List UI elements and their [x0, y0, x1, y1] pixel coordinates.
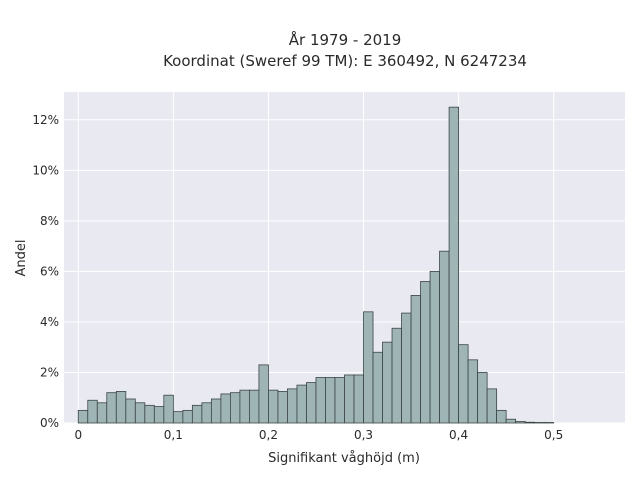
histogram-bar — [87, 399, 98, 424]
chart-title-line-2: Koordinat (Sweref 99 TM): E 360492, N 62… — [163, 52, 527, 70]
histogram-bar — [315, 377, 326, 424]
y-tick-label: 2% — [40, 365, 59, 379]
y-tick-label: 0% — [40, 416, 59, 430]
histogram-bar — [477, 372, 488, 424]
histogram-bar — [486, 388, 498, 424]
histogram-bar — [287, 388, 298, 424]
histogram-bar — [125, 398, 136, 424]
histogram-bar — [325, 377, 336, 424]
histogram-bar — [515, 421, 526, 424]
histogram-bar — [134, 402, 146, 424]
histogram-bar — [182, 409, 193, 424]
histogram-bar — [191, 404, 203, 424]
histogram-bar — [277, 391, 288, 424]
x-axis-label: Signifikant våghöjd (m) — [268, 451, 420, 466]
histogram-bar — [410, 295, 421, 424]
histogram-bar — [163, 394, 174, 424]
histogram-bar — [420, 281, 431, 424]
histogram-bar — [229, 392, 241, 424]
histogram-bar — [334, 377, 345, 424]
histogram-bar — [534, 422, 545, 424]
plot-area — [64, 92, 625, 423]
x-tick-label: 0 — [74, 428, 82, 442]
histogram-bar — [220, 393, 231, 424]
histogram-bar — [363, 311, 374, 424]
histogram-bar — [439, 250, 450, 424]
histogram-bar — [391, 327, 402, 424]
histogram-bar — [401, 312, 412, 424]
histogram-bars — [77, 106, 555, 424]
histogram-bar — [210, 398, 222, 424]
histogram-bar — [496, 409, 507, 424]
y-axis-ticks: 0% 2% 4% 6% 8% 10% 12% — [32, 113, 59, 430]
histogram-bar — [543, 422, 555, 424]
x-tick-label: 0,2 — [259, 428, 278, 442]
histogram-bar — [96, 402, 108, 424]
histogram-bar — [344, 374, 355, 424]
histogram-bar — [353, 374, 364, 424]
x-tick-label: 0,1 — [164, 428, 183, 442]
histogram-bar — [458, 344, 469, 424]
histogram-bar — [115, 391, 127, 424]
histogram-bar — [153, 406, 165, 424]
histogram-bar — [258, 364, 269, 424]
histogram-bar — [144, 404, 155, 424]
x-tick-label: 0,3 — [354, 428, 373, 442]
y-tick-label: 10% — [32, 163, 59, 177]
y-tick-label: 4% — [40, 315, 59, 329]
y-tick-label: 12% — [32, 113, 59, 127]
histogram-bar — [467, 359, 479, 424]
histogram-bar — [106, 392, 117, 424]
histogram-bar — [306, 382, 317, 424]
x-axis-ticks: 0 0,1 0,2 0,3 0,4 0,5 — [74, 428, 563, 442]
histogram-bar — [239, 389, 250, 424]
y-tick-label: 6% — [40, 264, 59, 278]
histogram-bar — [382, 341, 393, 424]
histogram-bar — [201, 402, 212, 424]
histogram-bar — [296, 384, 307, 424]
y-axis-label: Andel — [14, 240, 29, 277]
histogram-bar — [172, 411, 184, 424]
histogram-bar — [429, 270, 440, 424]
x-tick-label: 0,5 — [544, 428, 563, 442]
histogram-bar — [77, 409, 89, 424]
histogram-bar — [505, 418, 517, 424]
histogram-bar — [372, 351, 383, 424]
x-tick-label: 0,4 — [449, 428, 468, 442]
chart-title-line-1: År 1979 - 2019 — [289, 30, 402, 49]
histogram-bar — [268, 389, 279, 424]
y-tick-label: 8% — [40, 214, 59, 228]
histogram-bar — [249, 389, 260, 424]
histogram-bar — [448, 106, 460, 424]
histogram-bar — [524, 421, 536, 424]
